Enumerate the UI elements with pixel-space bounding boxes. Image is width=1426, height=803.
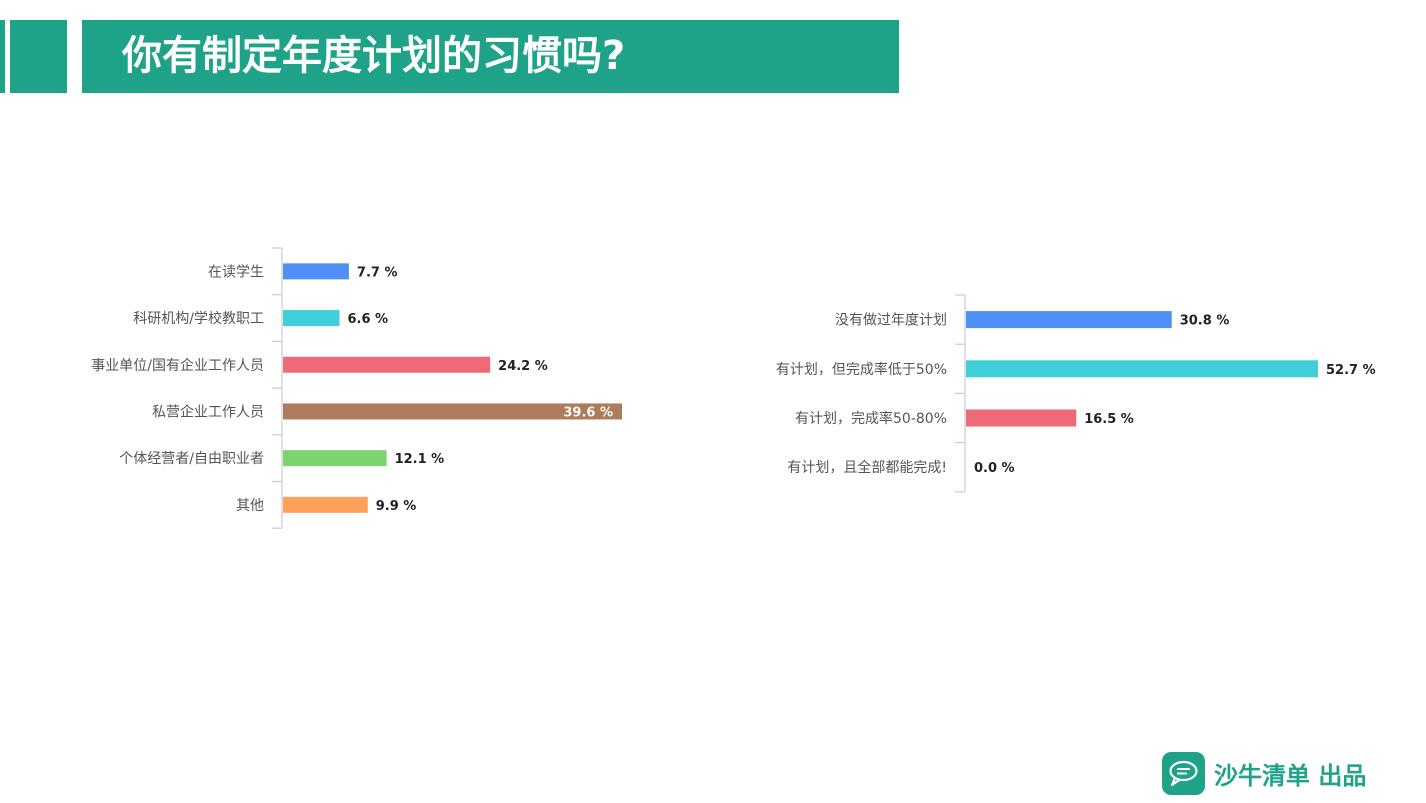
value-label: 24.2 % (498, 359, 548, 374)
bar (966, 360, 1318, 378)
occupation-bar-chart: 在读学生 7.7 % 科研机构/学校教职工 6.6 % 事业单位/国有企业工作人员 24.… (91, 247, 622, 529)
category-label: 事业单位/国有企业工作人员 (91, 357, 264, 374)
brand-logo (1162, 752, 1205, 795)
bar (283, 356, 491, 373)
category-label: 有计划，且全部都能完成! (787, 459, 947, 476)
bar (283, 310, 340, 327)
category-label: 科研机构/学校教职工 (133, 310, 264, 327)
value-label: 6.6 % (348, 312, 389, 327)
category-label: 有计划，完成率50-80% (795, 410, 947, 427)
bar (283, 496, 368, 513)
value-label: 39.6 % (563, 405, 613, 420)
category-label: 私营企业工作人员 (152, 403, 264, 420)
plan-completion-bar-chart: 没有做过年度计划 30.8 % 有计划，但完成率低于50% 52.7 % 有计划，完成率… (776, 294, 1376, 493)
header-accent-block (10, 20, 67, 93)
category-label: 其他 (236, 498, 264, 514)
value-label: 7.7 % (357, 265, 398, 280)
bar (966, 311, 1172, 329)
value-label: 9.9 % (376, 499, 417, 514)
category-label: 在读学生 (208, 263, 264, 280)
bar (283, 450, 387, 467)
chat-bubble-icon (1169, 760, 1198, 787)
category-label: 有计划，但完成率低于50% (776, 361, 947, 378)
bar (283, 263, 349, 280)
value-label: 16.5 % (1084, 412, 1134, 427)
title-band (82, 20, 899, 93)
category-label: 没有做过年度计划 (835, 313, 947, 329)
header-accent-bar (0, 20, 5, 93)
brand-text: 沙牛清单 出品 (1214, 762, 1367, 790)
value-label: 30.8 % (1180, 314, 1230, 329)
page-title: 你有制定年度计划的习惯吗? (122, 33, 626, 79)
value-label: 0.0 % (974, 461, 1015, 476)
value-label: 52.7 % (1326, 363, 1376, 378)
bar (966, 409, 1077, 427)
value-label: 12.1 % (395, 452, 445, 467)
category-label: 个体经营者/自由职业者 (119, 451, 264, 467)
bar (283, 403, 622, 420)
